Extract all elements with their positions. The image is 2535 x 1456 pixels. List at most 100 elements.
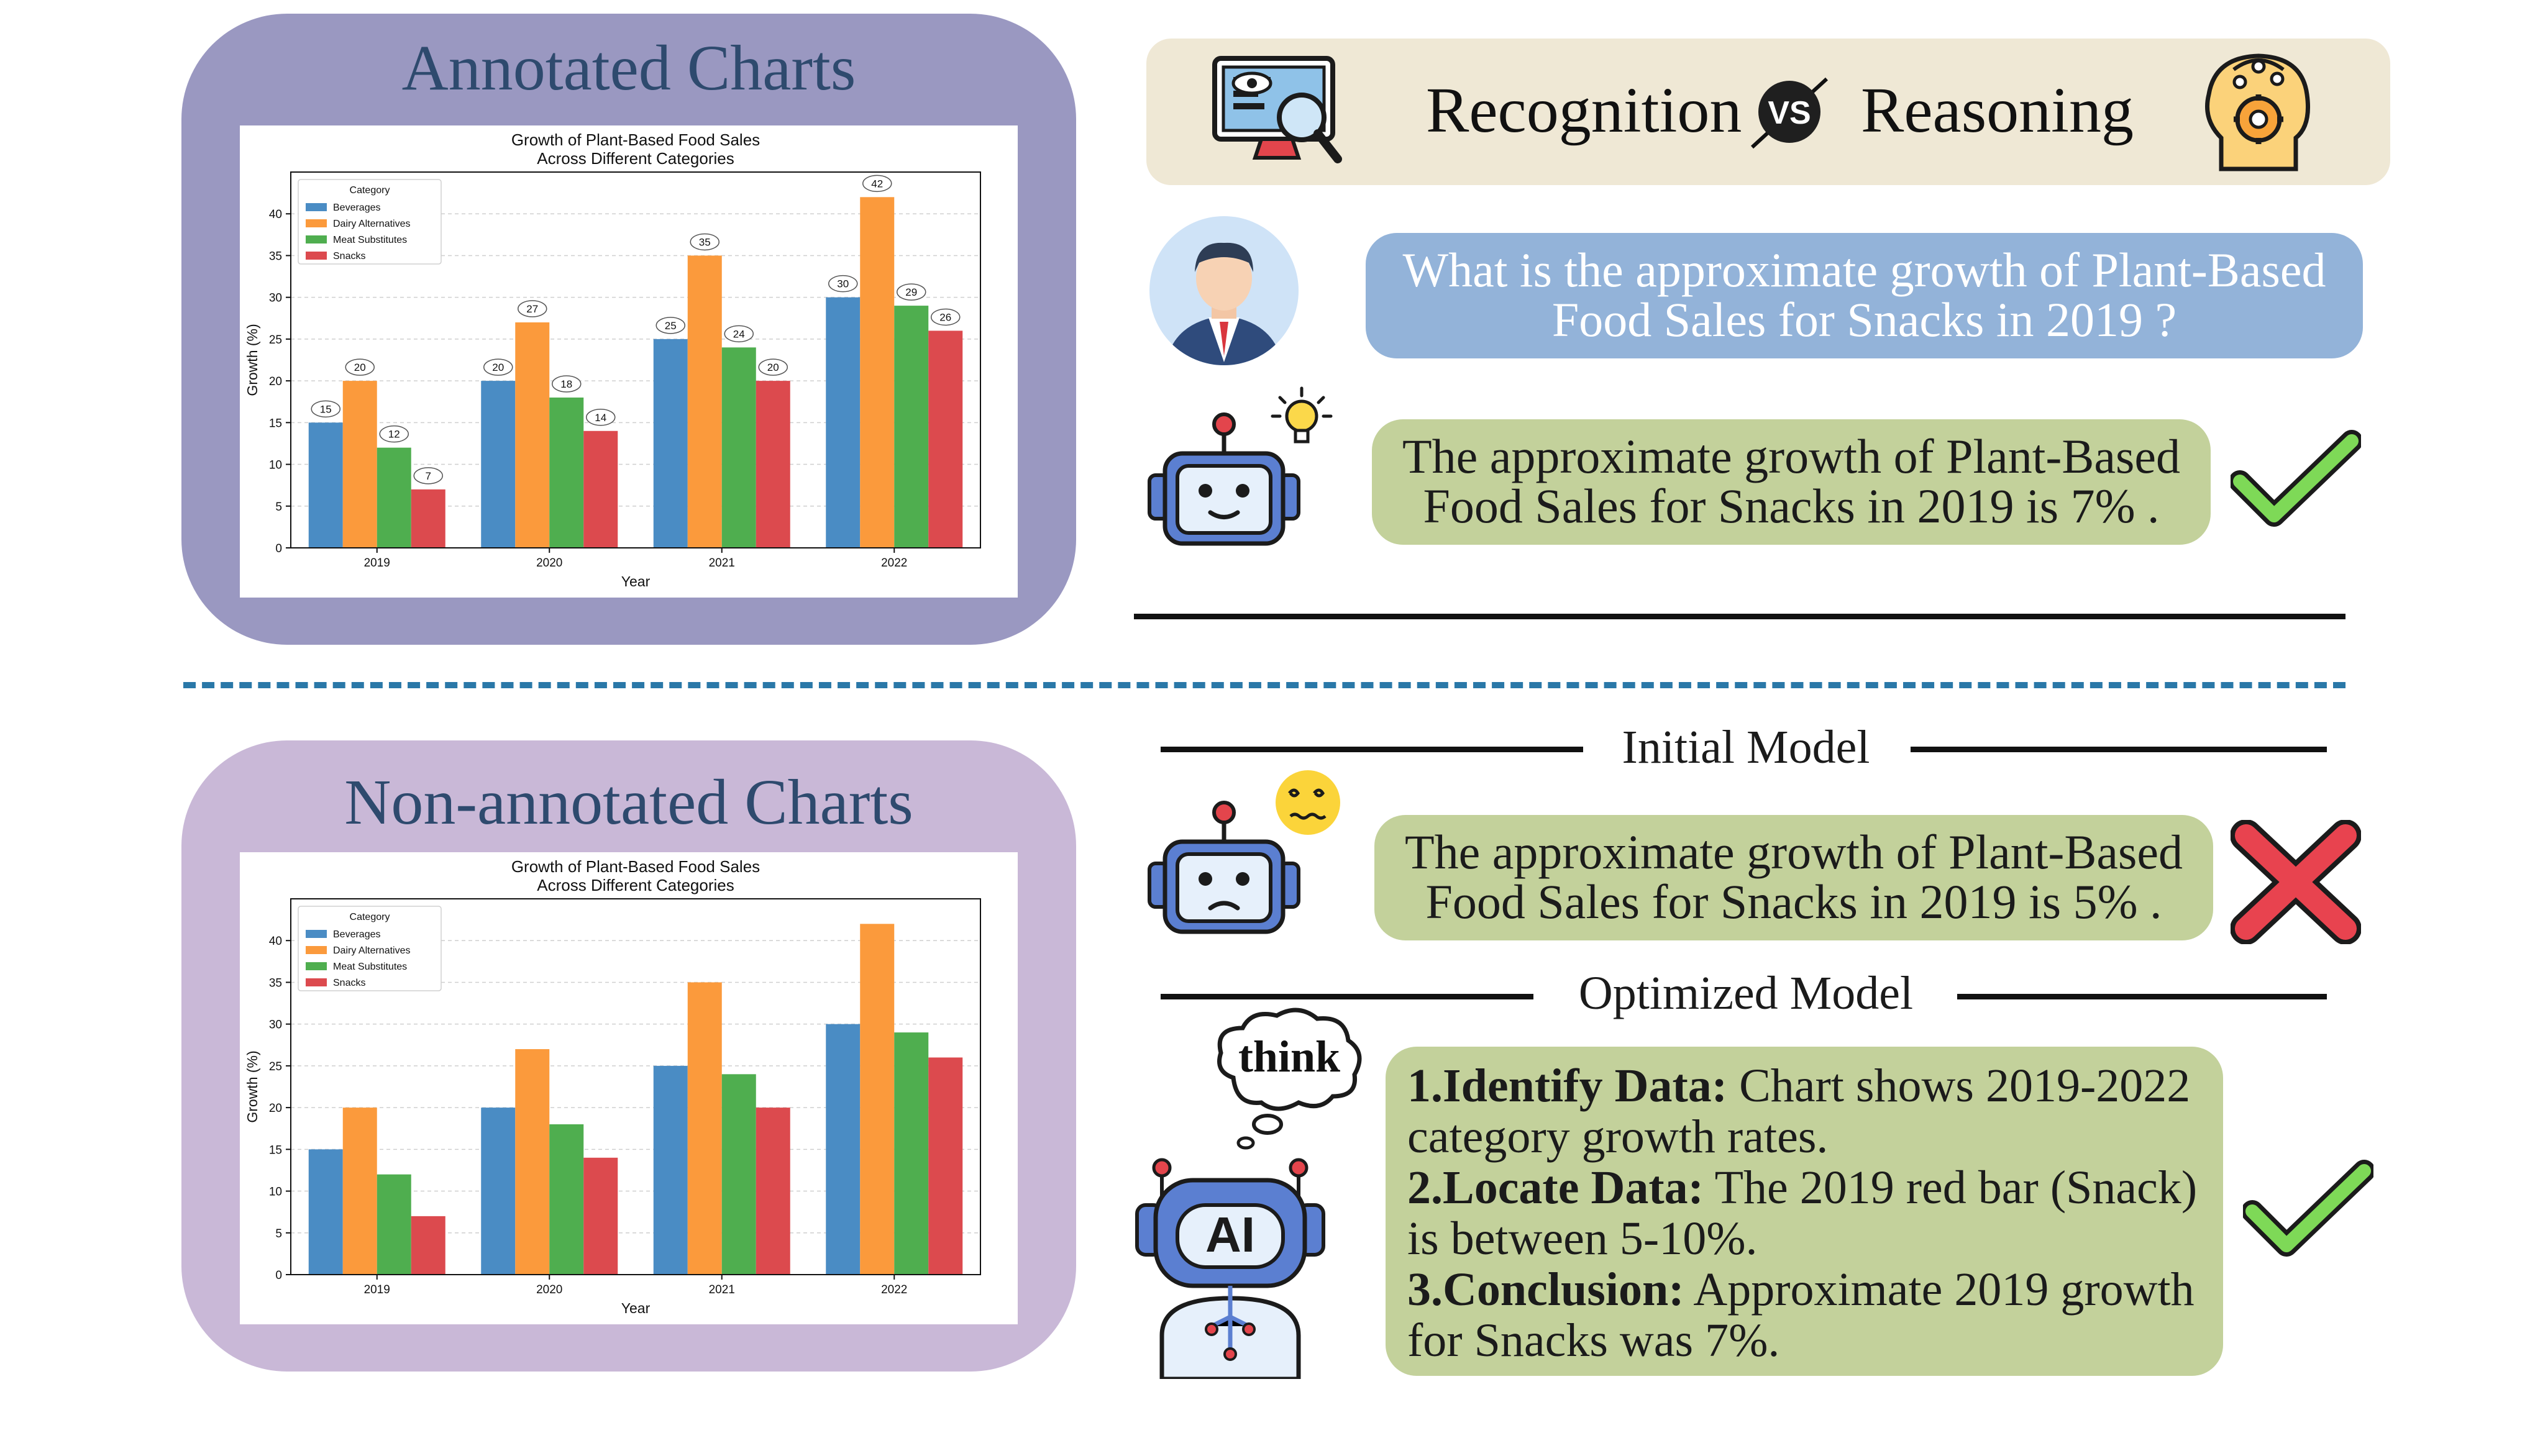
data-label-bubble [518, 300, 547, 317]
y-tick-label: 0 [275, 1269, 282, 1282]
y-tick-label: 25 [269, 334, 282, 347]
bar [653, 1065, 688, 1275]
y-axis-label: Growth (%) [244, 1050, 260, 1122]
data-label: 35 [699, 236, 711, 248]
legend-swatch [306, 978, 327, 986]
optimized-model-rule-left [1161, 994, 1533, 999]
answer-text: The approximate growth of Plant-Based Fo… [1405, 825, 2183, 929]
y-tick-label: 30 [269, 292, 282, 305]
data-label-bubble [758, 358, 788, 376]
dashed-divider [183, 682, 2345, 688]
data-label: 20 [767, 362, 779, 373]
reasoning-step: 1.Identify Data: Chart shows 2019-2022 c… [1407, 1060, 2204, 1162]
legend-item: Dairy Alternatives [333, 219, 411, 229]
brain-gear-head-icon [2205, 53, 2311, 171]
x-tick-label: 2020 [536, 1283, 562, 1296]
legend-item: Meat Substitutes [333, 962, 407, 972]
dizzy-face-icon [1276, 770, 1340, 835]
bar [481, 1108, 516, 1275]
step-heading: 1.Identify Data: [1407, 1060, 1728, 1112]
non-annotated-chart-card: Growth of Plant-Based Food Sales Across D… [240, 852, 1018, 1324]
bar [515, 322, 550, 548]
optimized-model-rule-right [1957, 994, 2327, 999]
bar [481, 381, 516, 548]
bar [308, 1149, 343, 1275]
bar [377, 447, 411, 548]
data-label-bubble [552, 375, 582, 393]
bar [308, 422, 343, 548]
data-label-bubble [897, 283, 926, 301]
bar [549, 398, 584, 548]
data-label: 27 [526, 303, 538, 315]
legend-item: Snacks [333, 251, 365, 262]
answer-bubble-correct: The approximate growth of Plant-Based Fo… [1372, 419, 2211, 545]
legend-swatch [306, 962, 327, 970]
legend-item: Beverages [333, 929, 381, 940]
data-label: 24 [733, 328, 745, 340]
step-text: The 2019 red bar (Snack) is between 5-10… [1407, 1162, 2198, 1265]
reasoning-steps-bubble: 1.Identify Data: Chart shows 2019-2022 c… [1386, 1047, 2223, 1376]
initial-model-rule-right [1911, 747, 2327, 752]
businessman-avatar-icon [1149, 216, 1299, 365]
y-tick-label: 20 [269, 1102, 282, 1115]
bar [515, 1049, 550, 1275]
monitor-magnifier-icon [1212, 56, 1342, 163]
x-axis-label: Year [621, 573, 651, 589]
bar [411, 1216, 445, 1275]
chart-title-line: Across Different Categories [537, 876, 734, 894]
data-label-bubble [311, 400, 340, 418]
legend-swatch [306, 946, 327, 954]
y-tick-label: 30 [269, 1019, 282, 1032]
data-label-bubble [379, 425, 409, 443]
y-tick-label: 10 [269, 459, 282, 472]
initial-model-rule-left [1161, 747, 1583, 752]
bar [756, 1108, 790, 1275]
plot-frame [290, 898, 981, 1275]
vs-badge: VS [1749, 76, 1830, 150]
y-tick-label: 5 [275, 1227, 282, 1240]
bar [928, 1057, 963, 1275]
check-icon [2231, 430, 2361, 527]
ai-robot-icon [1135, 1158, 1325, 1379]
x-tick-label: 2020 [536, 557, 562, 570]
bar [583, 1157, 618, 1275]
y-tick-label: 20 [269, 375, 282, 388]
annotated-charts-panel: Annotated Charts Growth of Plant-Based F… [181, 14, 1076, 645]
legend-item: Beverages [333, 202, 381, 213]
data-label-bubble [655, 317, 685, 334]
lightbulb-icon [1271, 386, 1333, 444]
chart-title-line: Growth of Plant-Based Food Sales [511, 857, 760, 876]
legend-item: Dairy Alternatives [333, 945, 411, 956]
bar [860, 197, 895, 548]
data-label: 14 [595, 412, 606, 424]
x-tick-label: 2021 [709, 557, 735, 570]
data-label: 25 [665, 320, 677, 332]
recognition-label: Recognition [1426, 75, 1742, 146]
bar [860, 924, 895, 1275]
y-tick-label: 5 [275, 501, 282, 514]
step-heading: 2.Locate Data: [1407, 1162, 1704, 1214]
data-label-bubble [413, 467, 443, 485]
x-tick-label: 2022 [881, 557, 907, 570]
step-text: Chart shows 2019-2022 category growth ra… [1407, 1060, 2191, 1163]
data-label-bubble [690, 233, 719, 251]
x-tick-label: 2019 [364, 557, 390, 570]
y-tick-label: 25 [269, 1060, 282, 1073]
bar [687, 982, 722, 1275]
y-tick-label: 35 [269, 976, 282, 990]
answer-bubble-wrong: The approximate growth of Plant-Based Fo… [1374, 815, 2213, 940]
data-label-bubble [586, 409, 616, 426]
cross-icon [2231, 820, 2361, 944]
data-label-bubble [828, 275, 858, 293]
y-tick-label: 35 [269, 250, 282, 263]
panel-title: Non-annotated Charts [344, 767, 913, 838]
step-heading: 3.Conclusion: [1407, 1263, 1684, 1316]
bar [928, 330, 963, 548]
y-tick-label: 40 [269, 935, 282, 948]
question-text: What is the approximate growth of Plant-… [1402, 243, 2326, 347]
bar [342, 381, 377, 548]
bar [549, 1124, 584, 1275]
data-label: 18 [560, 378, 572, 390]
